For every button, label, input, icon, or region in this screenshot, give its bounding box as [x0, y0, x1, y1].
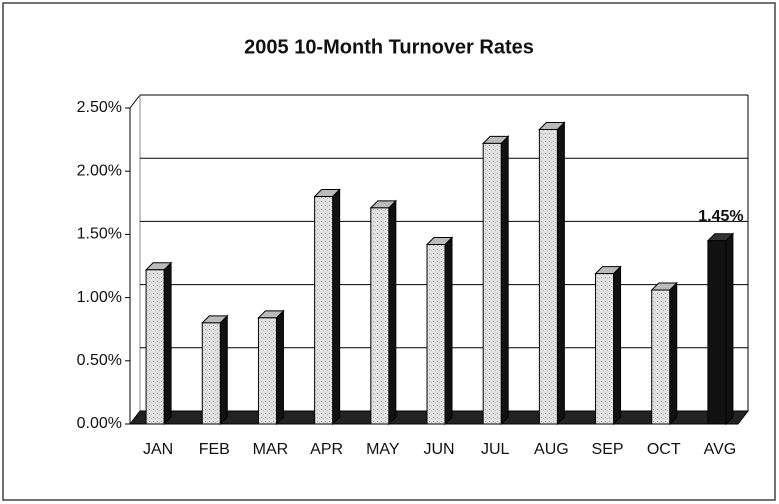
y-tick-label: 0.00% [77, 415, 122, 432]
bar-side [669, 281, 678, 426]
bar-side [725, 232, 734, 426]
y-tick-label: 1.00% [77, 289, 122, 306]
bar-side [388, 199, 397, 426]
bar [370, 207, 390, 425]
bar-side [613, 265, 622, 426]
x-tick-label: MAR [253, 441, 289, 458]
x-tick-label: MAY [366, 441, 400, 458]
chart-title: 2005 10-Month Turnover Rates [244, 36, 534, 58]
x-tick-label: AVG [704, 441, 737, 458]
y-tick-label: 2.50% [77, 99, 122, 116]
bar [145, 269, 165, 425]
bar-side [275, 309, 284, 426]
x-tick-label: JUL [481, 441, 510, 458]
x-tick-label: SEP [592, 441, 624, 458]
x-tick-label: APR [310, 441, 343, 458]
bar [538, 128, 558, 425]
bar [426, 244, 446, 425]
x-tick-label: OCT [647, 441, 681, 458]
bar-side [219, 314, 228, 426]
bar [314, 195, 334, 425]
x-tick-label: JAN [143, 441, 173, 458]
wall-edge [129, 94, 141, 109]
y-tick-label: 0.50% [77, 352, 122, 369]
bar [257, 317, 277, 425]
y-tick-label: 1.50% [77, 226, 122, 243]
bar [651, 289, 671, 425]
bar-side [444, 236, 453, 426]
x-tick-label: JUN [423, 441, 454, 458]
y-tick-label: 2.00% [77, 162, 122, 179]
bar-side [556, 121, 565, 426]
bar [595, 273, 615, 425]
bar-side [332, 188, 341, 426]
x-tick-label: FEB [199, 441, 230, 458]
data-label: 1.45% [698, 208, 743, 225]
bar [482, 142, 502, 425]
x-tick-label: AUG [534, 441, 569, 458]
bar-side [500, 135, 509, 426]
bar [707, 240, 727, 425]
bar-side [163, 261, 172, 426]
bar [201, 322, 221, 425]
